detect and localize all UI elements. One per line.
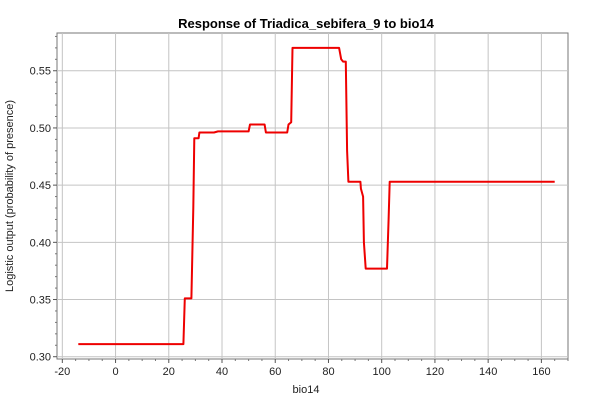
y-tick-label: 0.35 [30, 295, 51, 307]
response-curve-line [78, 46, 555, 346]
x-tick-label: 100 [373, 366, 391, 378]
grid-lines [57, 33, 568, 359]
y-tick-label: 0.50 [30, 123, 51, 135]
y-axis-label: Logistic output (probability of presence… [4, 100, 16, 292]
x-tick-label: 160 [532, 366, 550, 378]
series-layer [78, 46, 555, 346]
y-tick-label: 0.40 [30, 237, 51, 249]
x-tick-label: 40 [216, 366, 228, 378]
x-tick-label: -20 [54, 366, 70, 378]
x-axis-label: bio14 [293, 384, 320, 396]
axis-ticks: -20 0 20 40 60 80 100 120 140 160 0.30 0.35 0.40 0.45… [30, 35, 569, 378]
x-tick-label: 120 [426, 366, 444, 378]
y-tick-label: 0.30 [30, 352, 51, 364]
x-tick-label: 140 [479, 366, 497, 378]
y-tick-label: 0.55 [30, 66, 51, 78]
x-tick-label: 60 [269, 366, 281, 378]
chart-title: Response of Triadica_sebifera_9 to bio14 [178, 16, 435, 31]
x-tick-label: 0 [112, 366, 118, 378]
x-tick-label: 80 [322, 366, 334, 378]
plot-area [56, 32, 569, 360]
y-tick-label: 0.45 [30, 180, 51, 192]
x-tick-label: 20 [163, 366, 175, 378]
